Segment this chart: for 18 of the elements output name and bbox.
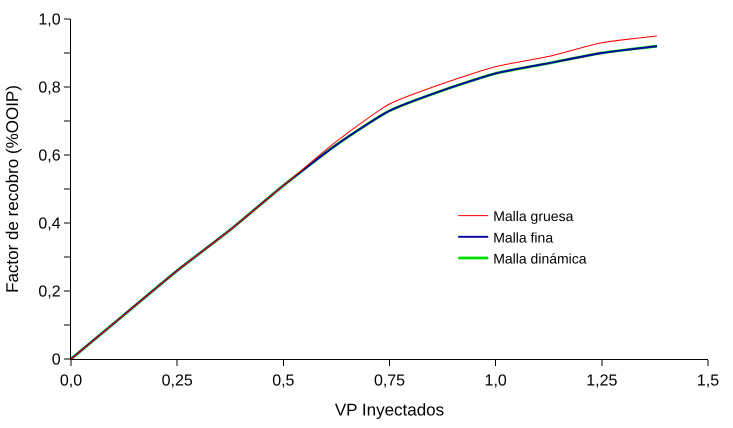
y-tick-label: 0,4 — [38, 216, 61, 233]
y-axis-title: Factor de recobro (%OOIP) — [2, 85, 22, 293]
legend-label: Malla gruesa — [493, 208, 574, 224]
x-axis-title: VP Inyectados — [334, 400, 444, 420]
x-tick-label: 0,75 — [374, 372, 406, 390]
y-tick-label: 0,6 — [38, 148, 61, 165]
y-tick-label: 0,8 — [38, 80, 61, 97]
y-tick-label: 0 — [52, 352, 61, 369]
x-tick-label: 0,5 — [272, 372, 295, 390]
x-tick-label: 1,0 — [484, 372, 507, 390]
legend-label: Malla dinámica — [493, 250, 587, 266]
y-tick-label: 0,2 — [38, 284, 61, 301]
x-tick-label: 0,25 — [162, 372, 193, 390]
x-tick-label: 0,0 — [60, 372, 82, 390]
x-tick-label: 1,25 — [586, 372, 618, 390]
x-tick-label: 1,5 — [696, 372, 720, 390]
legend-label: Malla fina — [493, 229, 554, 246]
y-tick-label: 1,0 — [38, 12, 61, 29]
